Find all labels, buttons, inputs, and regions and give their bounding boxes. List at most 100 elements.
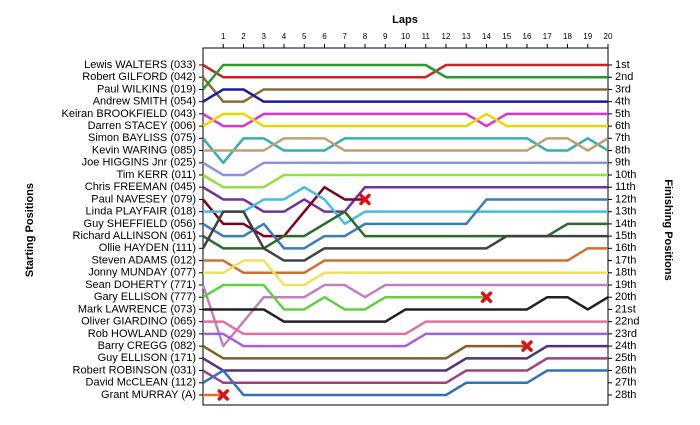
finishing-label: 11th [615, 181, 636, 193]
finishing-label: 24th [615, 340, 636, 352]
starting-label: Guy ELLISON (171) [98, 352, 196, 364]
x-tick-label: 1 [221, 32, 226, 41]
retirement-marker [217, 389, 229, 401]
driver-line [203, 295, 609, 323]
driver-line [203, 259, 608, 287]
x-tick-label: 10 [401, 32, 410, 41]
finishing-label: 10th [615, 169, 636, 181]
finishing-label: 27th [615, 377, 636, 389]
finishing-label: 3rd [615, 83, 631, 95]
starting-label: Sean DOHERTY (771) [85, 279, 196, 291]
x-tick-label: 12 [442, 32, 451, 41]
driver-line [202, 88, 608, 103]
starting-label: Mark LAWRENCE (073) [78, 303, 196, 315]
driver-line [202, 283, 487, 311]
x-tick-label: 2 [241, 32, 246, 41]
starting-label: Richard ALLINSON (061) [73, 230, 197, 242]
finishing-label: 5th [615, 108, 630, 120]
finishing-label: 15th [615, 230, 636, 242]
driver-line [203, 137, 609, 152]
starting-label: David McCLEAN (112) [86, 377, 196, 389]
finishing-label: 21st [615, 303, 636, 315]
driver-line [201, 210, 608, 262]
finishing-label: 2nd [615, 71, 633, 83]
finishing-label: 7th [615, 132, 630, 144]
driver-line [202, 63, 608, 79]
driver-line [202, 210, 608, 250]
finishing-label: 4th [615, 96, 630, 108]
finishing-label: 12th [615, 193, 636, 205]
driver-line [202, 137, 609, 165]
retirement-marker [480, 291, 493, 303]
retirement-marker [359, 193, 371, 206]
x-tick-label: 20 [604, 32, 613, 41]
x-tick-label: 16 [523, 32, 532, 41]
starting-label: Linda PLAYFAIR (018) [86, 206, 196, 218]
starting-label: Steven ADAMS (012) [91, 254, 196, 266]
driver-line [203, 185, 608, 226]
finishing-label: 22nd [615, 316, 639, 328]
starting-label: Keiran BROOKFIELD (043) [62, 108, 197, 120]
starting-label: Oliver GIARDINO (065) [81, 316, 196, 328]
driver-line [202, 357, 608, 385]
finishing-label: 16th [615, 242, 636, 254]
x-tick-label: 11 [422, 32, 431, 41]
starting-label: Rob HOWLAND (029) [88, 328, 196, 340]
starting-label: Robert ROBINSON (031) [73, 364, 196, 376]
finishing-label: 1st [615, 59, 630, 71]
y-axis-title-left: Starting Positions [24, 183, 36, 277]
x-tick-label: 7 [343, 32, 348, 41]
x-tick-label: 13 [462, 32, 471, 41]
finishing-label: 14th [615, 218, 636, 230]
x-tick-label: 19 [583, 32, 592, 41]
x-tick-label: 9 [383, 32, 388, 41]
starting-label: Robert GILFORD (042) [82, 71, 196, 83]
x-tick-label: 8 [363, 32, 368, 41]
x-tick-label: 14 [482, 32, 491, 41]
starting-label: Chris FREEMAN (045) [85, 181, 196, 193]
x-tick-label: 3 [262, 32, 267, 41]
finishing-label: 17th [615, 254, 636, 266]
driver-line [202, 369, 608, 397]
finishing-label: 23rd [615, 328, 637, 340]
starting-label: Grant MURRAY (A) [101, 389, 196, 401]
chart-title: Laps [392, 14, 418, 26]
driver-line [202, 344, 608, 372]
starting-label: Simon BAYLISS (075) [88, 132, 196, 144]
starting-label: Darren STACEY (006) [88, 120, 196, 132]
finishing-label: 13th [615, 206, 636, 218]
driver-line [202, 198, 608, 250]
starting-label: Paul NAVESEY (079) [91, 193, 196, 205]
driver-line [202, 185, 608, 213]
finishing-label: 9th [615, 157, 630, 169]
finishing-label: 19th [615, 279, 636, 291]
y-axis-title-right: Finishing Positions [662, 179, 674, 280]
starting-label: Gary ELLISON (777) [94, 291, 196, 303]
driver-line [203, 247, 608, 275]
finishing-label: 26th [615, 364, 636, 376]
x-tick-label: 5 [302, 32, 307, 41]
x-tick-label: 6 [322, 32, 327, 41]
driver-line [202, 112, 608, 128]
x-tick-label: 18 [563, 32, 572, 41]
driver-line [203, 332, 608, 348]
x-tick-label: 15 [502, 32, 511, 41]
starting-label: Tim KERR (011) [117, 169, 196, 181]
starting-label: Barry CREGG (082) [98, 340, 196, 352]
driver-line [202, 63, 608, 91]
x-tick-label: 4 [282, 32, 287, 41]
starting-label: Andrew SMITH (054) [93, 96, 196, 108]
starting-label: Lewis WALTERS (033) [84, 59, 196, 71]
finishing-label: 28th [615, 389, 636, 401]
driver-line [202, 112, 608, 128]
driver-line [201, 283, 608, 348]
starting-label: Guy SHEFFIELD (056) [84, 218, 196, 230]
finishing-label: 8th [615, 144, 630, 156]
driver-line [203, 320, 608, 336]
retirement-marker [521, 340, 533, 352]
finishing-label: 25th [615, 352, 636, 364]
driver-line [202, 344, 527, 360]
driver-line [202, 76, 608, 103]
starting-label: Kevin WARING (085) [92, 144, 196, 156]
